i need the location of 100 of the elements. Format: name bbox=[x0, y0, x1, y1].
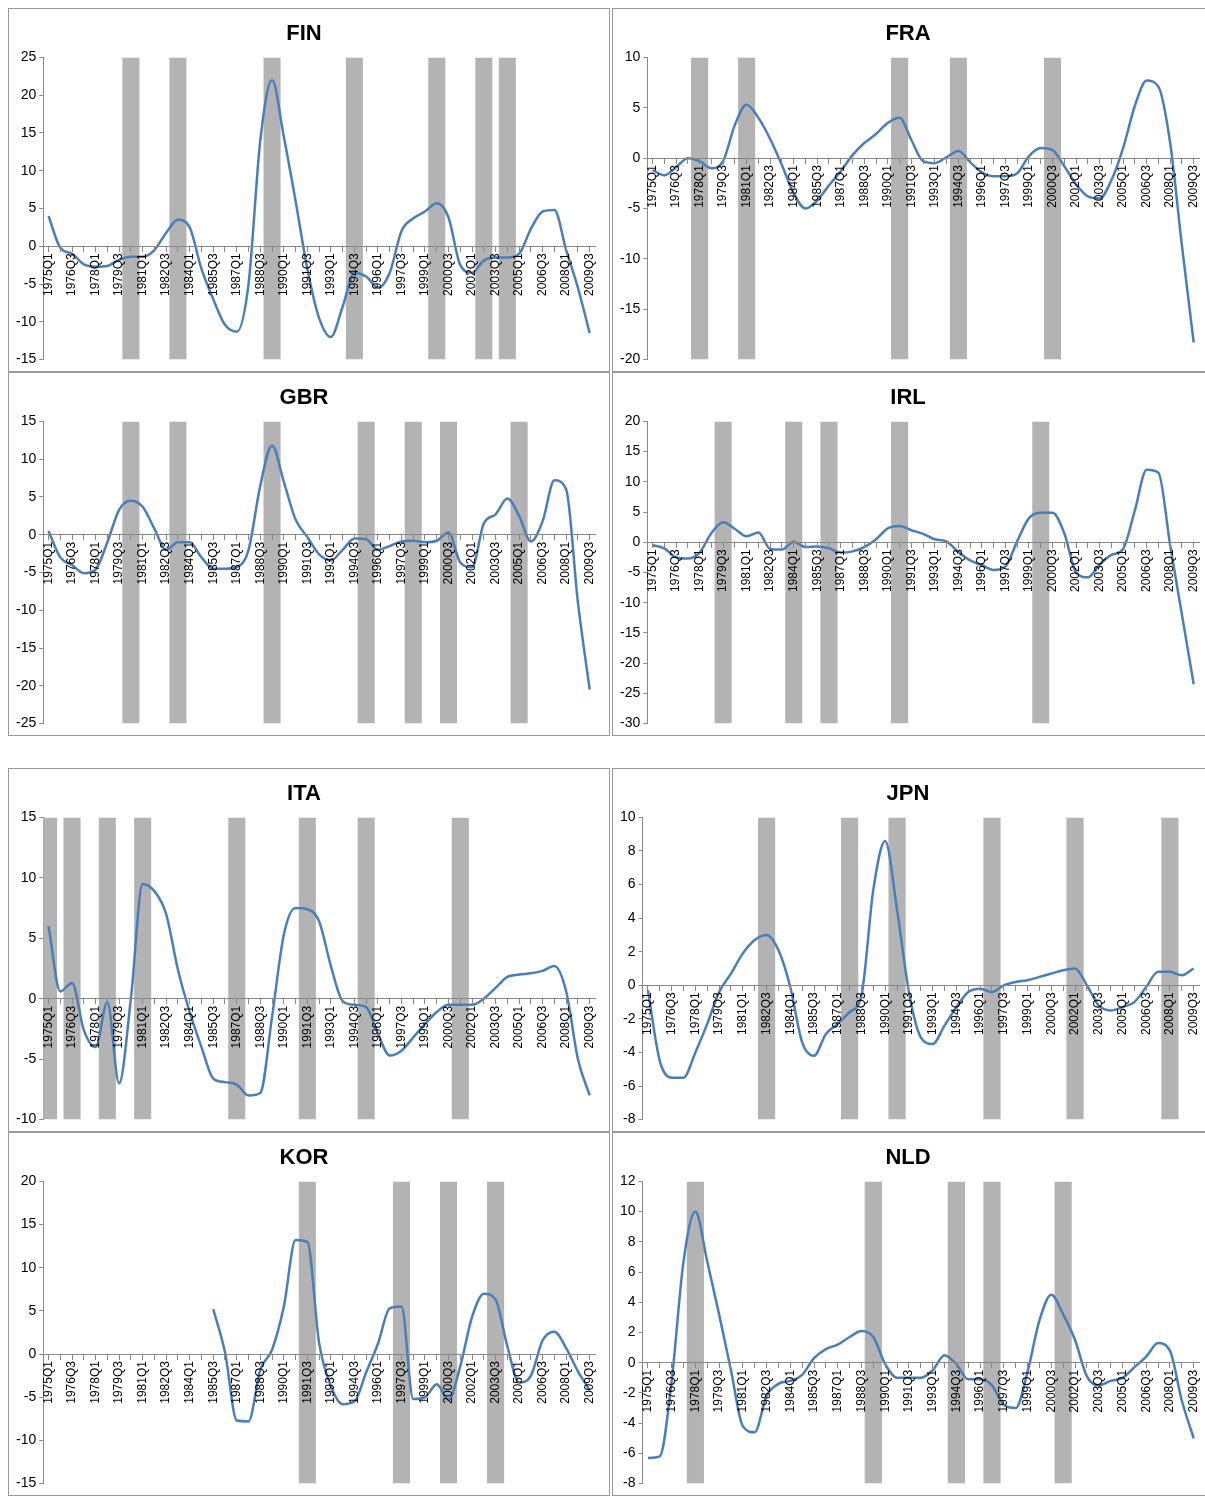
x-tick-label: 1993Q1 bbox=[323, 1005, 338, 1049]
x-tick-label: 2002Q1 bbox=[464, 1005, 479, 1049]
x-tick-label: 1978Q1 bbox=[687, 991, 702, 1035]
y-tick-label: 0 bbox=[28, 237, 37, 254]
y-tick-label: 2 bbox=[627, 1323, 636, 1340]
y-tick-label: -10 bbox=[620, 593, 641, 610]
y-tick-label: -5 bbox=[23, 1388, 37, 1405]
x-tick-label: 2002Q1 bbox=[464, 1360, 479, 1404]
x-tick-label: 1999Q1 bbox=[417, 252, 432, 296]
y-tick-label: 0 bbox=[627, 976, 636, 993]
x-tick-label: 1976Q3 bbox=[64, 252, 79, 296]
x-tick-label: 2008Q1 bbox=[558, 1005, 573, 1049]
x-tick-label: 1984Q1 bbox=[182, 1360, 197, 1404]
x-tick-label: 2005Q1 bbox=[511, 252, 526, 296]
x-tick-label: 1991Q3 bbox=[903, 548, 918, 592]
x-tick-label: 1993Q1 bbox=[927, 548, 942, 592]
x-tick-label: 1996Q1 bbox=[974, 548, 989, 592]
y-tick-label: -5 bbox=[23, 563, 37, 580]
x-tick-label: 1999Q1 bbox=[417, 1360, 432, 1404]
x-tick-label: 1991Q3 bbox=[903, 164, 918, 208]
x-tick-label: 2003Q3 bbox=[1091, 1369, 1106, 1413]
x-tick-label: 1979Q3 bbox=[711, 991, 726, 1035]
x-tick-label: 1990Q1 bbox=[880, 164, 895, 208]
x-tick-label: 1993Q1 bbox=[924, 991, 939, 1035]
y-tick-label: 15 bbox=[20, 123, 37, 140]
x-tick-label: 1981Q1 bbox=[738, 164, 753, 208]
y-tick-label: 5 bbox=[28, 487, 37, 504]
x-tick-label: 1978Q1 bbox=[87, 1005, 102, 1049]
x-tick-label: 1996Q1 bbox=[370, 541, 385, 585]
x-tick-label: 1996Q1 bbox=[972, 991, 987, 1035]
x-tick-label: 1982Q3 bbox=[158, 1005, 173, 1049]
x-tick-label: 2005Q1 bbox=[1115, 548, 1130, 592]
x-tick-label: 1997Q3 bbox=[996, 991, 1011, 1035]
x-tick-label: 2000Q3 bbox=[1044, 548, 1059, 592]
x-tick-label: 1981Q1 bbox=[738, 548, 753, 592]
x-tick-label: 1996Q1 bbox=[370, 1360, 385, 1404]
x-tick-label: 1990Q1 bbox=[877, 991, 892, 1035]
x-tick-label: 1997Q3 bbox=[997, 548, 1012, 592]
x-tick-label: 1982Q3 bbox=[158, 252, 173, 296]
x-tick-label: 1975Q1 bbox=[40, 1360, 55, 1404]
x-tick-label: 1975Q1 bbox=[640, 1369, 655, 1413]
x-tick-label: 2006Q3 bbox=[534, 1005, 549, 1049]
x-tick-label: 1975Q1 bbox=[644, 164, 659, 208]
x-tick-label: 1988Q3 bbox=[853, 1369, 868, 1413]
x-tick-label: 1988Q3 bbox=[252, 1360, 267, 1404]
x-tick-label: 2006Q3 bbox=[1138, 1369, 1153, 1413]
x-tick-label: 1985Q3 bbox=[205, 252, 220, 296]
x-tick-label: 1988Q3 bbox=[252, 541, 267, 585]
x-tick-label: 1987Q1 bbox=[830, 1369, 845, 1413]
y-tick-label: -4 bbox=[623, 1043, 636, 1060]
x-tick-label: 1985Q3 bbox=[205, 1005, 220, 1049]
y-tick-label: -2 bbox=[623, 1009, 636, 1026]
y-tick-label: 0 bbox=[28, 989, 37, 1006]
x-tick-label: 2002Q1 bbox=[464, 541, 479, 585]
x-tick-label: 2000Q3 bbox=[1043, 1369, 1058, 1413]
x-tick-label: 1976Q3 bbox=[64, 1005, 79, 1049]
y-tick-label: 15 bbox=[20, 412, 37, 429]
x-tick-label: 1975Q1 bbox=[644, 548, 659, 592]
x-tick-label: 2005Q1 bbox=[1115, 164, 1130, 208]
x-tick-label: 1997Q3 bbox=[393, 541, 408, 585]
y-tick-label: 8 bbox=[627, 1232, 636, 1249]
x-tick-label: 1991Q3 bbox=[299, 1005, 314, 1049]
x-tick-label: 1985Q3 bbox=[205, 1360, 220, 1404]
x-tick-label: 2002Q1 bbox=[1068, 164, 1083, 208]
x-tick-label: 1979Q3 bbox=[715, 164, 730, 208]
y-tick-label: -20 bbox=[620, 350, 641, 367]
y-tick-label: 4 bbox=[627, 908, 636, 925]
y-tick-label: 5 bbox=[632, 98, 641, 115]
x-tick-label: 1978Q1 bbox=[691, 548, 706, 592]
y-tick-label: 15 bbox=[20, 808, 37, 825]
x-tick-label: 1990Q1 bbox=[880, 548, 895, 592]
y-tick-label: -20 bbox=[16, 676, 37, 693]
chart-title: FRA bbox=[885, 20, 931, 46]
x-tick-label: 2000Q3 bbox=[440, 541, 455, 585]
y-tick-label: -10 bbox=[16, 601, 37, 618]
x-tick-label: 1997Q3 bbox=[393, 252, 408, 296]
y-tick-label: -5 bbox=[23, 274, 37, 291]
chart-title: IRL bbox=[890, 384, 926, 410]
x-tick-label: 2009Q3 bbox=[1185, 1369, 1200, 1413]
x-tick-label: 1999Q1 bbox=[1019, 1369, 1034, 1413]
x-tick-label: 2006Q3 bbox=[1138, 548, 1153, 592]
x-tick-label: 1999Q1 bbox=[1021, 548, 1036, 592]
x-tick-label: 1976Q3 bbox=[668, 164, 683, 208]
x-tick-label: 1982Q3 bbox=[762, 164, 777, 208]
x-tick-label: 1993Q1 bbox=[323, 541, 338, 585]
y-tick-label: 6 bbox=[627, 1262, 636, 1279]
x-tick-label: 2008Q1 bbox=[1162, 548, 1177, 592]
y-tick-label: -5 bbox=[627, 199, 641, 216]
x-tick-label: 1979Q3 bbox=[715, 548, 730, 592]
x-tick-label: 1996Q1 bbox=[370, 252, 385, 296]
y-tick-label: 8 bbox=[627, 841, 636, 858]
x-tick-label: 1990Q1 bbox=[276, 1360, 291, 1404]
y-tick-label: 10 bbox=[20, 450, 37, 467]
x-tick-label: 1991Q3 bbox=[901, 1369, 916, 1413]
x-tick-label: 1996Q1 bbox=[974, 164, 989, 208]
y-tick-label: 10 bbox=[20, 1258, 37, 1275]
x-tick-label: 1987Q1 bbox=[830, 991, 845, 1035]
x-tick-label: 1985Q3 bbox=[806, 991, 821, 1035]
x-tick-label: 1994Q3 bbox=[950, 548, 965, 592]
x-tick-label: 2000Q3 bbox=[440, 1005, 455, 1049]
